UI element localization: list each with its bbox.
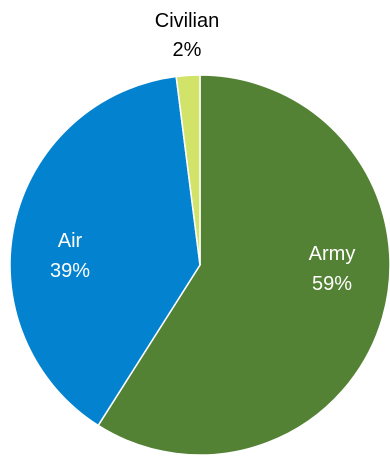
- slice-label-army-percent: 59%: [312, 273, 352, 295]
- slice-label-air-name: Air: [58, 230, 83, 252]
- pie-slice-air: [9, 75, 201, 427]
- pie-slice-civilian: [175, 74, 201, 266]
- slice-label-civilian: Civilian 2%: [155, 10, 219, 61]
- slice-label-civilian-name: Civilian: [155, 10, 219, 32]
- cropped-title-fragment: [0, 0, 390, 3]
- slice-label-air: Air 39%: [50, 230, 90, 282]
- slice-label-army: Army 59%: [309, 243, 356, 295]
- slice-label-civilian-percent: 2%: [173, 39, 202, 61]
- slice-label-army-name: Army: [309, 243, 356, 265]
- pie-slices: [9, 74, 390, 456]
- slice-label-air-percent: 39%: [50, 260, 90, 282]
- pie-slice-army: [97, 74, 390, 456]
